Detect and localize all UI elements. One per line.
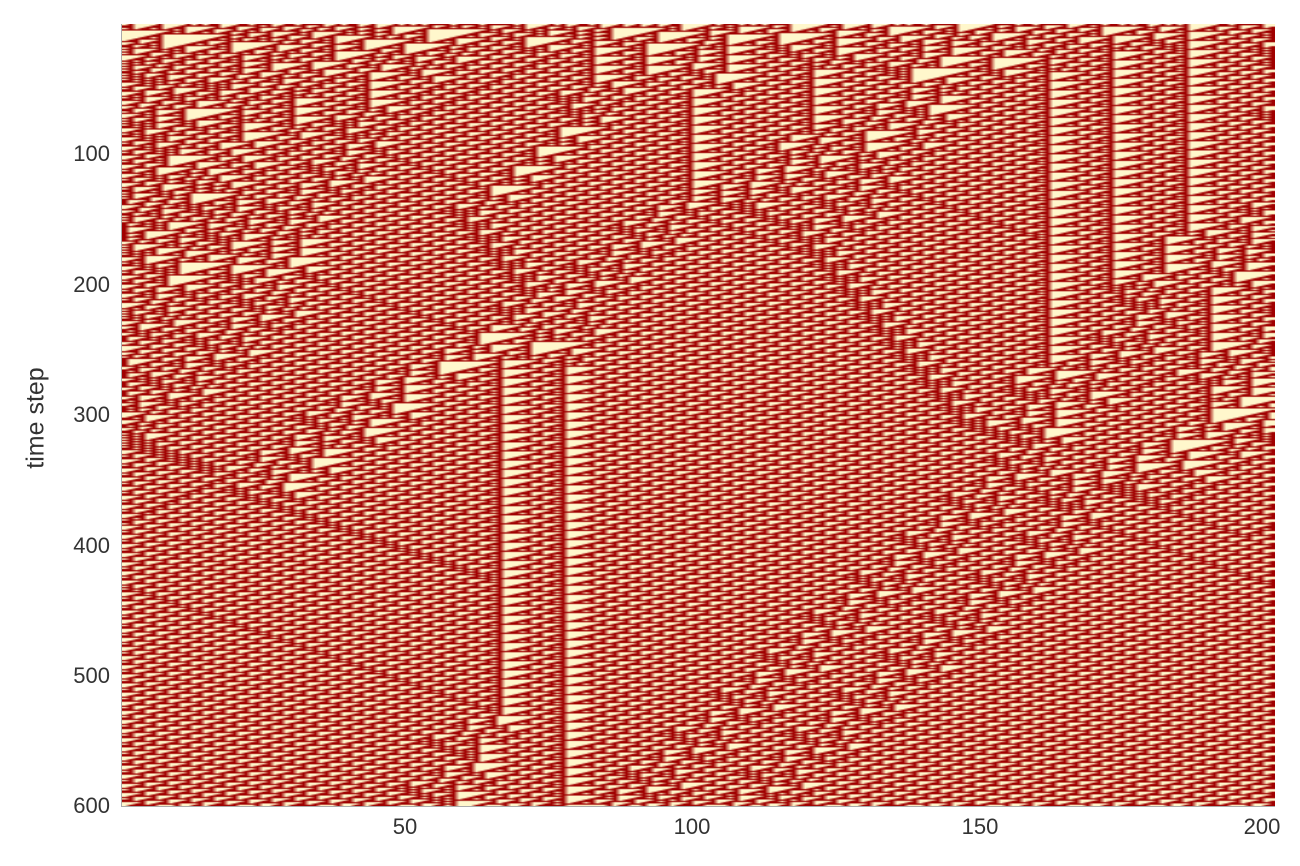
y-axis-line	[121, 24, 122, 806]
y-tick-label: 300	[73, 402, 110, 427]
y-tick-label: 100	[73, 141, 110, 166]
cellular-automaton-plot	[122, 24, 1275, 806]
y-tick-label: 500	[73, 663, 110, 688]
y-tick-label: 600	[73, 793, 110, 818]
y-tick-label: 200	[73, 272, 110, 297]
y-axis-label: time step	[21, 367, 50, 469]
x-axis-line	[121, 806, 1275, 807]
x-tick-label: 50	[392, 814, 418, 839]
x-tick-label: 150	[961, 814, 999, 839]
x-tick-label: 200	[1243, 814, 1281, 839]
heatmap-cells	[122, 24, 1275, 806]
x-tick-label: 100	[673, 814, 711, 839]
y-tick-label: 400	[73, 533, 110, 558]
